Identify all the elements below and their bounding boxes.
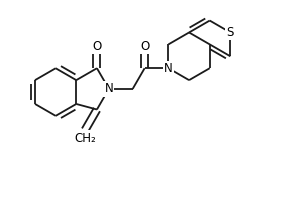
Text: O: O — [140, 40, 149, 53]
Text: N: N — [164, 62, 173, 75]
Text: S: S — [227, 26, 234, 39]
Text: O: O — [92, 40, 102, 53]
Text: CH₂: CH₂ — [74, 132, 96, 145]
Text: N: N — [104, 82, 113, 95]
